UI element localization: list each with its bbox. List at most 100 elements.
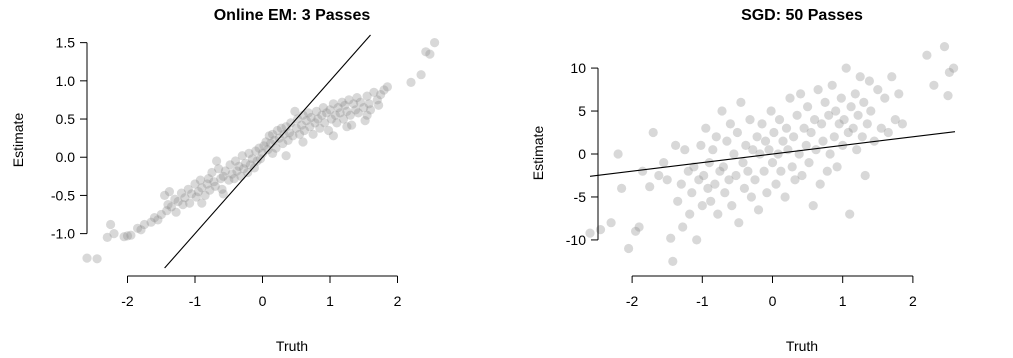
data-point xyxy=(943,91,953,101)
data-point xyxy=(887,72,897,82)
data-point xyxy=(680,145,690,155)
data-point xyxy=(706,196,716,206)
data-point xyxy=(613,149,623,159)
data-point xyxy=(224,175,234,185)
data-point xyxy=(227,169,237,179)
data-point xyxy=(183,184,193,194)
data-point xyxy=(214,164,224,174)
data-point xyxy=(291,123,301,133)
data-point xyxy=(638,166,648,176)
data-point xyxy=(306,112,316,123)
data-point xyxy=(153,215,163,225)
y-tick-label: 1.0 xyxy=(56,73,76,89)
data-point xyxy=(217,184,227,194)
data-point xyxy=(890,115,900,125)
reference-line-group xyxy=(589,131,956,177)
data-point xyxy=(295,129,305,139)
data-point xyxy=(345,110,355,120)
data-point xyxy=(220,166,230,176)
data-point xyxy=(762,188,772,198)
data-point xyxy=(216,174,226,184)
data-point xyxy=(369,87,379,97)
data-point xyxy=(944,67,955,77)
data-point xyxy=(311,106,322,116)
data-point xyxy=(109,229,119,239)
data-point xyxy=(696,140,706,150)
data-point xyxy=(229,174,239,184)
data-point xyxy=(781,123,792,133)
data-point xyxy=(173,196,183,207)
data-point xyxy=(817,119,827,129)
data-point xyxy=(789,132,799,142)
data-point xyxy=(335,108,345,118)
data-point xyxy=(822,166,832,176)
chart-title: Online EM: 3 Passes xyxy=(214,7,371,24)
data-point xyxy=(710,179,720,189)
data-point xyxy=(178,200,188,210)
y-tick-label: -1.0 xyxy=(51,226,75,242)
data-point xyxy=(834,119,844,129)
data-point xyxy=(778,136,788,146)
data-point xyxy=(351,105,361,115)
data-point xyxy=(855,72,865,82)
data-point xyxy=(631,226,641,236)
data-point xyxy=(725,119,736,129)
data-point xyxy=(666,233,676,243)
data-point xyxy=(301,116,311,126)
data-point xyxy=(156,209,166,220)
data-point xyxy=(711,132,721,142)
data-point xyxy=(218,189,228,199)
data-point xyxy=(185,198,195,208)
data-point xyxy=(645,182,655,192)
data-point xyxy=(297,120,307,130)
data-point xyxy=(281,151,291,161)
data-point xyxy=(353,108,363,118)
data-point xyxy=(313,114,323,124)
data-point xyxy=(320,118,330,128)
x-axis: -2 -1 0 1 2 xyxy=(626,275,917,309)
data-point xyxy=(790,175,800,185)
data-point xyxy=(722,136,732,146)
data-point xyxy=(825,149,835,159)
data-point xyxy=(328,99,338,109)
data-point xyxy=(766,106,776,116)
data-point xyxy=(767,158,778,168)
data-point xyxy=(720,188,730,198)
data-point xyxy=(218,171,228,181)
data-point xyxy=(606,218,616,228)
data-point xyxy=(897,119,908,129)
data-point xyxy=(268,148,278,158)
data-point xyxy=(293,114,303,124)
data-point xyxy=(278,138,288,149)
x-tick-label: 1 xyxy=(839,293,847,309)
data-point xyxy=(136,225,146,235)
x-axis-label: Truth xyxy=(276,338,308,354)
reference-line-group xyxy=(164,34,371,269)
data-point xyxy=(831,106,841,116)
data-point xyxy=(685,209,695,219)
data-point xyxy=(279,129,289,139)
data-point xyxy=(859,97,869,107)
data-point xyxy=(102,232,112,242)
data-point xyxy=(785,93,795,103)
data-point xyxy=(337,97,347,107)
data-point xyxy=(284,128,295,138)
data-point xyxy=(244,148,254,158)
points-group xyxy=(82,38,440,264)
data-point xyxy=(634,222,644,232)
x-tick-label: -1 xyxy=(696,293,709,309)
x-tick-label: 0 xyxy=(259,293,267,309)
data-point xyxy=(673,196,683,206)
data-point xyxy=(202,179,212,189)
x-axis-label: Truth xyxy=(786,338,818,354)
x-tick-label: -2 xyxy=(626,293,639,309)
data-point xyxy=(382,82,392,92)
x-tick-label: 1 xyxy=(326,293,334,309)
data-point xyxy=(843,127,853,138)
data-point xyxy=(365,105,376,115)
chart-title: SGD: 50 Passes xyxy=(741,7,863,24)
y-axis: -10 -5 0 5 10 xyxy=(566,60,599,248)
data-point xyxy=(197,198,207,208)
data-point xyxy=(376,90,386,100)
